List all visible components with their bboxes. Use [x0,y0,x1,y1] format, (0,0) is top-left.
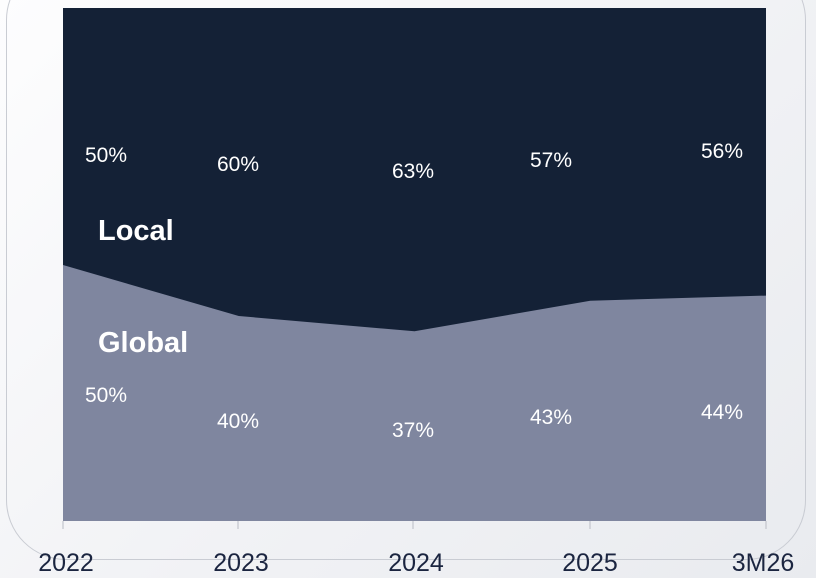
data-label-global: 40% [217,410,259,433]
data-label-local: 60% [217,153,259,176]
global-area-fill [63,265,766,521]
x-tick-label: 2022 [38,549,94,577]
data-label-global: 50% [85,384,127,407]
series-label-local: Local [98,215,174,247]
decorative-frame [6,0,806,560]
x-tick-label: 2024 [388,549,444,577]
series-label-global: Global [98,327,188,359]
data-label-local: 50% [85,144,127,167]
x-tick-label: 2025 [562,549,618,577]
data-label-local: 63% [392,160,434,183]
data-label-local: 57% [530,149,572,172]
data-label-global: 44% [701,401,743,424]
data-label-global: 43% [530,406,572,429]
x-tick-label: 3M26 [732,549,795,577]
x-tick-label: 2023 [213,549,269,577]
data-label-global: 37% [392,419,434,442]
data-label-local: 56% [701,140,743,163]
